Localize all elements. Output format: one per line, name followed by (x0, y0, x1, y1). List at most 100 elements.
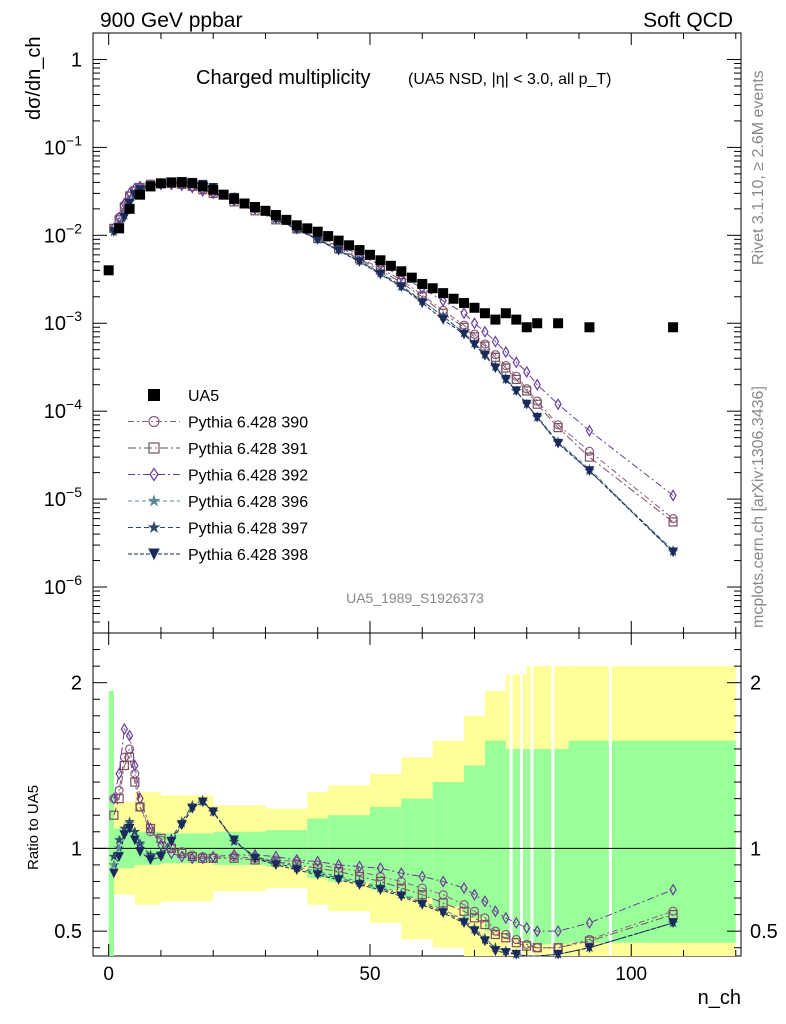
series-4-point-ratio (113, 834, 125, 845)
series-line-main-2 (113, 183, 674, 496)
legend-label: Pythia 6.428 390 (188, 415, 308, 432)
series-5-point-ratio (271, 860, 281, 871)
series-1-point-ratio (480, 919, 490, 930)
series-1-point-ratio (229, 853, 239, 863)
y-axis-label-main: dσ/dn_ch (23, 36, 45, 120)
band-gap-0 (509, 634, 513, 955)
series-2-point-ratio (146, 822, 155, 835)
x-tick-label: 100 (615, 964, 647, 985)
series-5-point-ratio (135, 847, 145, 857)
series-5-point-main (532, 412, 543, 423)
series-5-point-main (501, 374, 511, 385)
series-2-point-ratio (110, 792, 118, 805)
series-2-point-ratio (554, 924, 562, 938)
data-point (250, 201, 260, 212)
data-point (302, 223, 313, 234)
legend-item-2: Pythia 6.428 391 (128, 441, 308, 458)
data-point (187, 178, 198, 189)
series-5-point-ratio (417, 900, 428, 910)
series-2-point-ratio (188, 852, 196, 865)
legend-marker-3 (149, 467, 159, 482)
data-point (427, 283, 438, 294)
data-point (479, 308, 490, 319)
band-gap-2 (530, 634, 534, 955)
series-2-point-ratio (131, 759, 139, 772)
series-1-point-main (522, 386, 532, 396)
series-5-point-ratio (177, 820, 187, 831)
series-5-point-ratio (375, 885, 386, 895)
series-1-point-main (501, 363, 511, 373)
series-0-point-ratio (354, 866, 365, 877)
legend-marker-1 (148, 415, 160, 428)
data-point (218, 189, 229, 200)
y-tick-label-ratio-right: 2 (750, 673, 761, 695)
legend-item-5: Pythia 6.428 397 (128, 521, 308, 538)
y-tick-label-main: 10−2 (44, 220, 82, 247)
band-gap-1 (520, 634, 524, 955)
y-axis-label-ratio: Ratio to UA5 (25, 785, 42, 870)
series-2-point-ratio (355, 860, 364, 873)
x-tick-label: 0 (103, 964, 114, 985)
data-point (448, 293, 459, 304)
band-inner-11 (464, 765, 485, 918)
series-5-point-ratio (396, 891, 407, 902)
data-point (354, 245, 365, 256)
series-2-point-ratio (669, 883, 677, 896)
series-5-point-ratio (553, 949, 563, 960)
series-5-point-main (438, 315, 448, 325)
y-tick-label-ratio: 1 (71, 838, 82, 860)
legend-label: UA5 (188, 388, 219, 405)
series-2-point-main (460, 307, 468, 320)
data-point (511, 314, 522, 325)
data-point (155, 178, 166, 189)
band-gap-4 (608, 634, 612, 955)
legend-marker-6 (148, 548, 160, 561)
series-5-point-ratio (129, 835, 140, 846)
band-inner-14 (526, 748, 569, 945)
series-3-point-ratio (108, 859, 120, 870)
series-2-point-main (585, 424, 594, 437)
series-2-point-ratio (230, 848, 238, 862)
series-1-point-main (511, 374, 521, 384)
series-5-point-ratio (438, 908, 448, 919)
series-2-point-ratio (136, 792, 144, 805)
series-1-point-ratio (109, 810, 119, 820)
legend-marker-data (148, 389, 160, 401)
series-5-point-ratio (197, 797, 208, 808)
legend-item-3: Pythia 6.428 392 (128, 467, 308, 485)
data-point (176, 177, 187, 188)
y-tick-label-ratio-right: 0.5 (750, 921, 778, 943)
header-right-title: Soft QCD (643, 9, 733, 32)
series-2-point-main (481, 325, 489, 338)
data-point (291, 220, 302, 231)
analysis-id: UA5_1989_S1926373 (346, 590, 484, 606)
series-4-point-ratio (124, 816, 135, 827)
x-axis-label: n_ch (698, 987, 741, 1009)
data-point (208, 184, 219, 195)
series-5-point-ratio (291, 865, 302, 875)
series-0-point-ratio (417, 883, 427, 893)
series-0-point-main (584, 446, 595, 456)
series-2-point-main (512, 356, 520, 369)
series-5-point-main (417, 298, 428, 309)
series-1-point-ratio (490, 929, 500, 940)
series-2-point-ratio (481, 895, 489, 908)
data-point (239, 198, 250, 209)
y-tick-label-main: 10−3 (44, 308, 82, 335)
series-5-point-ratio (501, 948, 511, 958)
series-1-point-ratio (177, 848, 187, 858)
series-5-point-ratio (109, 868, 119, 879)
series-5-point-ratio (124, 823, 135, 834)
data-point (396, 266, 407, 277)
series-5-point-ratio (166, 837, 177, 847)
data-point (281, 214, 292, 225)
series-2-point-ratio (470, 888, 479, 901)
legend-marker-2 (148, 442, 160, 454)
series-0-point-ratio (459, 900, 469, 910)
series-2-point-main (533, 378, 541, 391)
series-2-point-ratio (334, 858, 343, 872)
series-2-point-main (523, 365, 531, 379)
series-4-point-ratio (134, 837, 146, 848)
series-5-point-main (354, 257, 365, 267)
series-2-point-ratio (502, 911, 510, 925)
